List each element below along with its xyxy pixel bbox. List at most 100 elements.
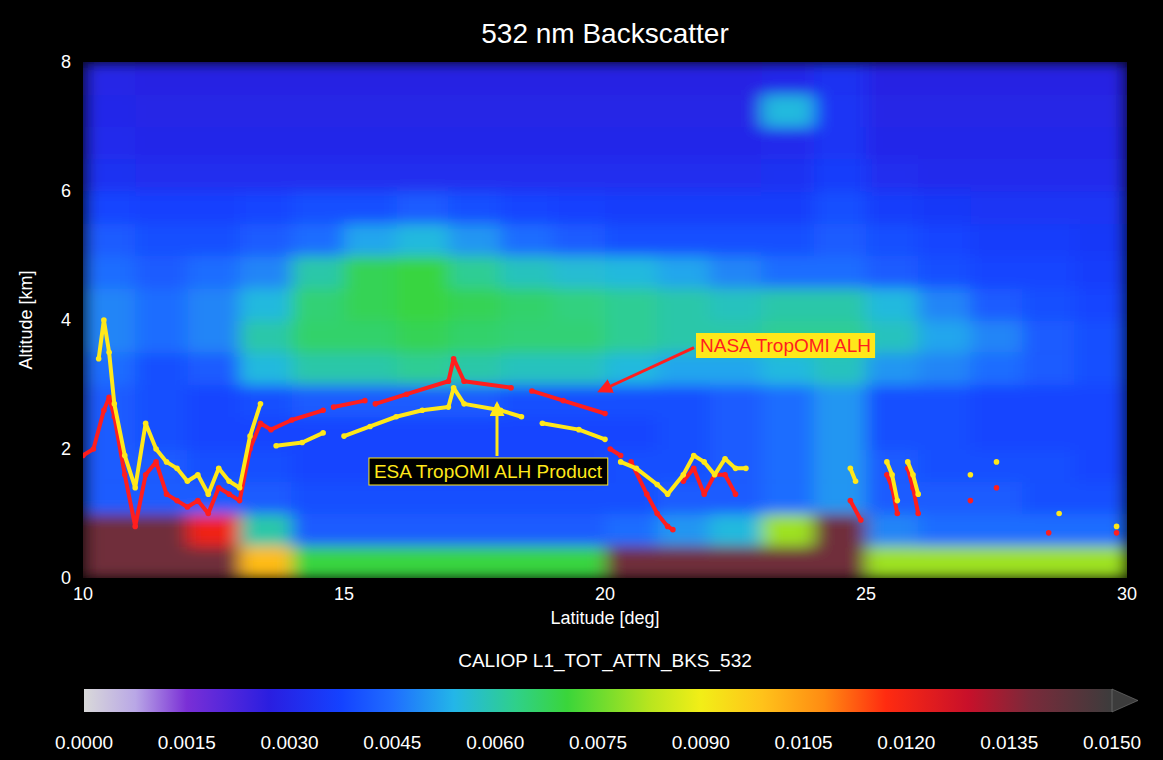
- heat-cell: [605, 256, 658, 289]
- series-dot: [1056, 511, 1062, 517]
- heat-cell: [83, 94, 136, 127]
- heat-cell: [501, 417, 554, 450]
- heat-cell: [605, 288, 658, 321]
- series-dot: [712, 472, 718, 478]
- heat-cell: [83, 191, 136, 224]
- heat-cell: [553, 481, 606, 514]
- series-dot: [106, 395, 112, 401]
- heat-cell: [448, 159, 501, 192]
- series-dot: [722, 472, 728, 478]
- heat-cell: [918, 256, 971, 289]
- series-dot: [712, 472, 718, 478]
- series-dot: [216, 485, 222, 491]
- heat-cell: [135, 256, 188, 289]
- heat-cell: [1075, 417, 1127, 450]
- heat-cell: [918, 191, 971, 224]
- series-dot: [461, 401, 467, 407]
- heat-cell: [709, 385, 762, 418]
- heat-cell: [240, 320, 293, 353]
- heat-cell: [970, 352, 1023, 385]
- heat-cell: [762, 223, 815, 256]
- heat-cell: [1023, 514, 1076, 547]
- heat-cell: [396, 288, 449, 321]
- heat-cell: [240, 256, 293, 289]
- heat-cell: [344, 127, 397, 160]
- heat-cell: [344, 352, 397, 385]
- heat-cell: [292, 127, 345, 160]
- heat-cell: [1075, 546, 1127, 578]
- colorbar-tick-label: 0.0000: [55, 732, 113, 753]
- heat-cell: [344, 288, 397, 321]
- heat-cell: [1023, 352, 1076, 385]
- series-dot: [691, 453, 697, 459]
- heat-cell: [344, 191, 397, 224]
- heat-cell: [970, 288, 1023, 321]
- heat-cell: [1023, 385, 1076, 418]
- x-tick-label: 10: [73, 584, 93, 604]
- heat-cell: [970, 191, 1023, 224]
- heat-cell: [970, 449, 1023, 482]
- heat-cell: [1075, 320, 1127, 353]
- heat-cell: [135, 159, 188, 192]
- heat-cell: [709, 514, 762, 547]
- heat-cell: [709, 191, 762, 224]
- series-dot: [618, 459, 624, 465]
- heat-cell: [605, 62, 658, 95]
- heat-cell: [292, 481, 345, 514]
- heat-cell: [918, 159, 971, 192]
- heat-cell: [396, 417, 449, 450]
- heat-cell: [135, 320, 188, 353]
- series-dot: [884, 459, 890, 465]
- colorbar-tick-label: 0.0045: [363, 732, 421, 753]
- heat-cell: [344, 159, 397, 192]
- heat-cell: [396, 514, 449, 547]
- series-dot: [884, 472, 890, 478]
- heat-cell: [553, 191, 606, 224]
- series-dot: [701, 491, 707, 497]
- heat-cell: [83, 159, 136, 192]
- series-dot: [1114, 530, 1120, 536]
- heat-cell: [553, 288, 606, 321]
- label-box: [369, 458, 608, 485]
- series-dot: [691, 466, 697, 472]
- heat-cell: [187, 385, 240, 418]
- heat-cell: [1075, 481, 1127, 514]
- heat-cell: [553, 62, 606, 95]
- series-dot: [848, 466, 854, 472]
- series-dot: [853, 478, 859, 484]
- series-dot: [341, 433, 347, 439]
- series-dot: [367, 424, 373, 430]
- heat-cell: [918, 62, 971, 95]
- series-dot: [529, 388, 535, 394]
- colorbar-title: CALIOP L1_TOT_ATTN_BKS_532: [458, 650, 752, 672]
- series-dot: [508, 385, 514, 391]
- heat-cell: [553, 223, 606, 256]
- series-dot: [446, 404, 452, 410]
- x-tick-label: 25: [856, 584, 876, 604]
- series-dot: [602, 437, 608, 443]
- heat-cell: [83, 62, 136, 95]
- heat-cell: [1075, 62, 1127, 95]
- heat-cell: [501, 481, 554, 514]
- heat-cell: [187, 62, 240, 95]
- series-dot: [205, 511, 211, 517]
- heat-cell: [240, 514, 293, 547]
- heat-cell: [709, 159, 762, 192]
- heat-cell: [187, 320, 240, 353]
- heat-cell: [344, 514, 397, 547]
- heat-cell: [709, 223, 762, 256]
- heat-cell: [448, 481, 501, 514]
- arrow: [496, 404, 499, 456]
- heat-cell: [448, 288, 501, 321]
- heat-cell: [240, 385, 293, 418]
- label-box: [696, 333, 875, 358]
- series-dot: [185, 504, 191, 510]
- heat-cell: [553, 159, 606, 192]
- heat-cell: [657, 449, 710, 482]
- heat-cell: [448, 256, 501, 289]
- series-dot: [289, 417, 295, 423]
- heat-cell: [501, 127, 554, 160]
- heat-cell: [292, 514, 345, 547]
- series-dot: [320, 408, 326, 414]
- heat-cell: [918, 546, 971, 578]
